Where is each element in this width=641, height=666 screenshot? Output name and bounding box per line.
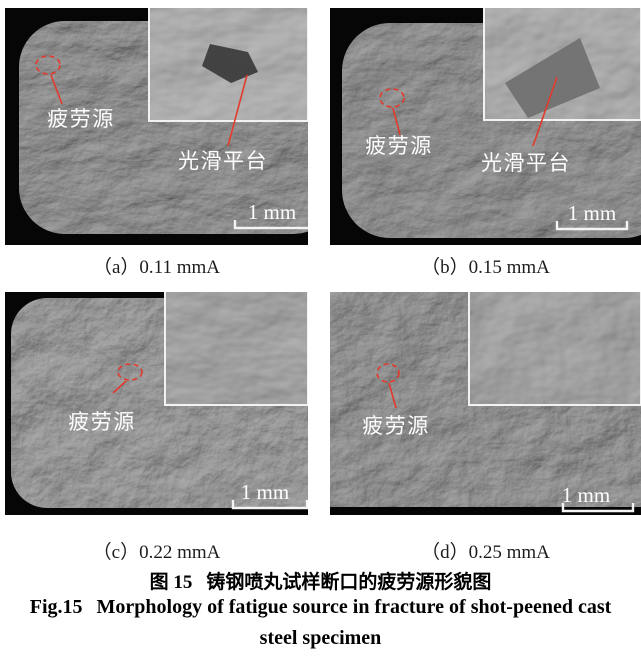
sem-panel-b: 疲劳源 光滑平台 1 mm	[330, 8, 641, 245]
fatigue-source-label: 疲劳源	[68, 410, 136, 434]
callout-line	[227, 74, 248, 147]
callout-line	[50, 74, 63, 105]
inset-magnified-view	[164, 292, 308, 406]
inset-border	[468, 292, 641, 406]
inset-border	[164, 292, 308, 406]
callout-line	[112, 380, 127, 394]
scale-bar-label: 1 mm	[562, 483, 610, 507]
smooth-platform-region	[505, 38, 600, 118]
figure-title-en-line1: Fig.15 Morphology of fatigue source in fr…	[0, 596, 641, 619]
scale-bar-bracket	[555, 221, 629, 231]
inset-magnified-view	[148, 8, 308, 122]
inset-border	[148, 8, 308, 122]
inset-magnified-view	[483, 8, 641, 121]
figure-title-en-text: Morphology of fatigue source in fracture…	[96, 596, 612, 618]
sem-panel-a: 疲劳源 光滑平台 1 mm	[5, 8, 308, 245]
inset-border	[483, 8, 641, 121]
smooth-platform-label: 光滑平台	[178, 149, 268, 173]
smooth-platform-label: 光滑平台	[481, 151, 571, 175]
fatigue-source-marker	[376, 363, 400, 383]
inset-image	[468, 292, 641, 406]
scale-bar-label: 1 mm	[241, 480, 289, 504]
panel-bottom-band	[330, 507, 641, 515]
scale-bar: 1 mm	[555, 201, 629, 231]
panel-caption-d: （d）0.25 mmA	[421, 542, 550, 563]
figure-title-en-line2: steel specimen	[259, 627, 382, 649]
scale-bar: 1 mm	[233, 200, 308, 230]
panel-caption-b: （b）0.15 mmA	[421, 257, 550, 278]
scale-bar: 1 mm	[231, 480, 308, 510]
callout-line	[532, 76, 558, 147]
figure-number-zh: 图 15	[149, 572, 193, 593]
scale-bar-bracket	[561, 503, 635, 513]
fatigue-source-marker	[379, 88, 405, 108]
smooth-platform-region	[202, 44, 258, 83]
fatigue-source-label: 疲劳源	[362, 414, 430, 438]
figure-title-zh-text: 铸钢喷丸试样断口的疲劳源形貌图	[206, 572, 492, 593]
scale-bar-label: 1 mm	[248, 200, 296, 224]
scale-bar-bracket	[233, 220, 308, 230]
scale-bar: 1 mm	[561, 483, 635, 513]
scale-bar-bracket	[231, 500, 308, 510]
figure-number-en: Fig.15	[29, 596, 83, 618]
fatigue-source-marker	[35, 55, 61, 75]
panel-caption-a: （a）0.11 mmA	[92, 257, 220, 278]
fatigue-source-label: 疲劳源	[47, 107, 115, 131]
fatigue-source-label: 疲劳源	[365, 134, 433, 158]
panel-caption-c: （c）0.22 mmA	[92, 542, 221, 563]
inset-image	[164, 292, 308, 406]
inset-magnified-view	[468, 292, 641, 406]
scale-bar-label: 1 mm	[568, 201, 616, 225]
fatigue-source-marker	[117, 363, 143, 381]
figure-title-zh: 图 15 铸钢喷丸试样断口的疲劳源形貌图	[0, 567, 641, 594]
sem-panel-d: 疲劳源 1 mm	[330, 292, 641, 515]
callout-line	[388, 382, 397, 409]
callout-line	[392, 107, 401, 136]
sem-panel-c: 疲劳源 1 mm	[5, 292, 308, 515]
